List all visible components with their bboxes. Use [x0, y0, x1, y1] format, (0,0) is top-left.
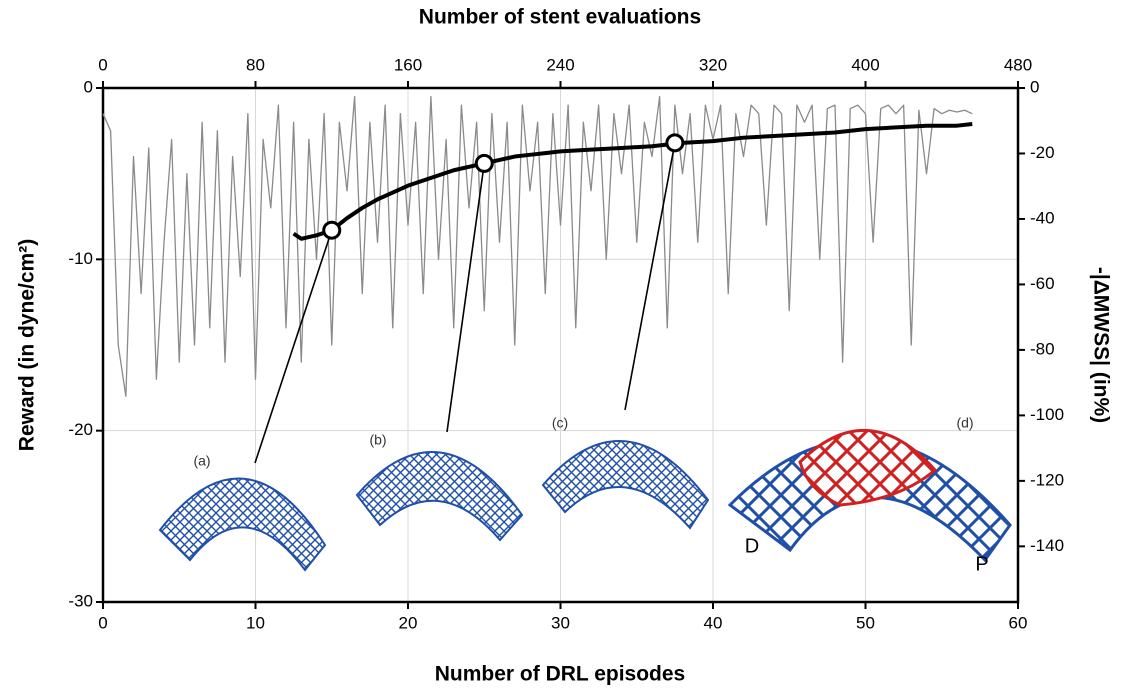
data-line: [292, 121, 973, 241]
y-tick-label: -30: [68, 591, 93, 610]
highlight-point: [474, 153, 494, 173]
y2-tick-label: 0: [1030, 77, 1039, 96]
stent-a: [158, 477, 327, 572]
highlight-point: [665, 133, 685, 153]
annotation: (b): [369, 432, 386, 448]
y2-tick-label: -80: [1030, 339, 1055, 358]
x-tick-label: 30: [551, 613, 570, 632]
y2-tick-label: -100: [1030, 405, 1064, 424]
x2-tick-label: 160: [394, 55, 422, 74]
y-tick-label: -10: [68, 249, 93, 268]
x-tick-label: 0: [98, 613, 107, 632]
x2-tick-label: 0: [98, 55, 107, 74]
y-axis-label: Reward (in dyne/cm²): [16, 239, 39, 451]
connector: [624, 142, 676, 411]
x-tick-label: 10: [246, 613, 265, 632]
y2-tick-label: -40: [1030, 208, 1055, 227]
y2-axis-label: -|ΔMWSS| (in%): [1089, 267, 1112, 423]
x2-tick-label: 400: [851, 55, 879, 74]
annotation: (a): [193, 453, 210, 469]
x-axis-label: Number of DRL episodes: [435, 663, 685, 686]
y-tick-label: 0: [84, 77, 93, 96]
y2-tick-label: -140: [1030, 536, 1064, 555]
stent-d-region: [798, 429, 938, 507]
y2-tick-label: -20: [1030, 143, 1055, 162]
y2-tick-label: -60: [1030, 274, 1055, 293]
connector: [446, 163, 486, 433]
data-line: [102, 95, 973, 398]
highlight-point: [322, 220, 342, 240]
x-tick-label: 40: [704, 613, 723, 632]
connector: [254, 229, 333, 464]
x-tick-label: 60: [1009, 613, 1028, 632]
plot-layer: 0 10 20 30 40 50 60 0 80 160 240 320 400 480 -30 -20 -10…: [68, 55, 1064, 632]
x2-axis-label: Number of stent evaluations: [419, 6, 701, 29]
x2-tick-label: 240: [546, 55, 574, 74]
stent-c: [541, 440, 710, 530]
annotation: P: [975, 553, 988, 575]
x2-tick-label: 320: [699, 55, 727, 74]
annotation: (d): [956, 415, 973, 431]
x-tick-label: 50: [856, 613, 875, 632]
y-tick-label: -20: [68, 420, 93, 439]
annotation: D: [745, 535, 759, 557]
x2-tick-label: 480: [1004, 55, 1032, 74]
stent-b: [355, 451, 524, 542]
annotation: (c): [552, 415, 568, 431]
stent-images: [158, 429, 1012, 572]
plot-frame: [101, 86, 1020, 604]
y2-tick-label: -120: [1030, 470, 1064, 489]
x-tick-label: 20: [399, 613, 418, 632]
x2-tick-label: 80: [246, 55, 265, 74]
